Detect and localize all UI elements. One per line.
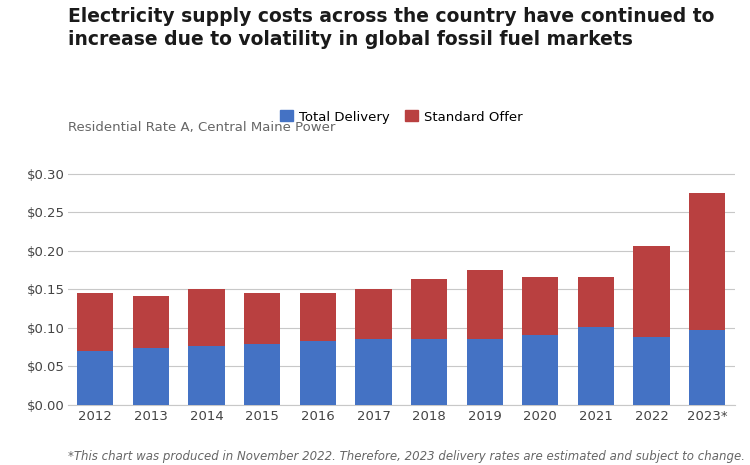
Legend: Total Delivery, Standard Offer: Total Delivery, Standard Offer [280,111,522,124]
Bar [578,327,614,405]
Bar [356,339,392,405]
Bar [77,351,113,405]
Bar [133,348,169,405]
Bar [466,339,502,405]
Bar [466,270,502,339]
Bar [522,278,559,335]
Text: Electricity supply costs across the country have continued to
increase due to vo: Electricity supply costs across the coun… [68,7,714,49]
Bar [133,296,169,348]
Bar [522,335,559,405]
Bar [188,289,225,346]
Bar [634,246,670,337]
Bar [578,277,614,327]
Bar [300,341,336,405]
Bar [411,339,447,405]
Bar [634,337,670,405]
Bar [244,293,280,345]
Text: *This chart was produced in November 2022. Therefore, 2023 delivery rates are es: *This chart was produced in November 202… [68,450,745,463]
Bar [411,279,447,339]
Bar [689,330,725,405]
Bar [188,346,225,405]
Bar [689,193,725,330]
Text: Residential Rate A, Central Maine Power: Residential Rate A, Central Maine Power [68,121,334,134]
Bar [244,345,280,405]
Bar [300,293,336,341]
Bar [356,289,392,339]
Bar [77,293,113,351]
